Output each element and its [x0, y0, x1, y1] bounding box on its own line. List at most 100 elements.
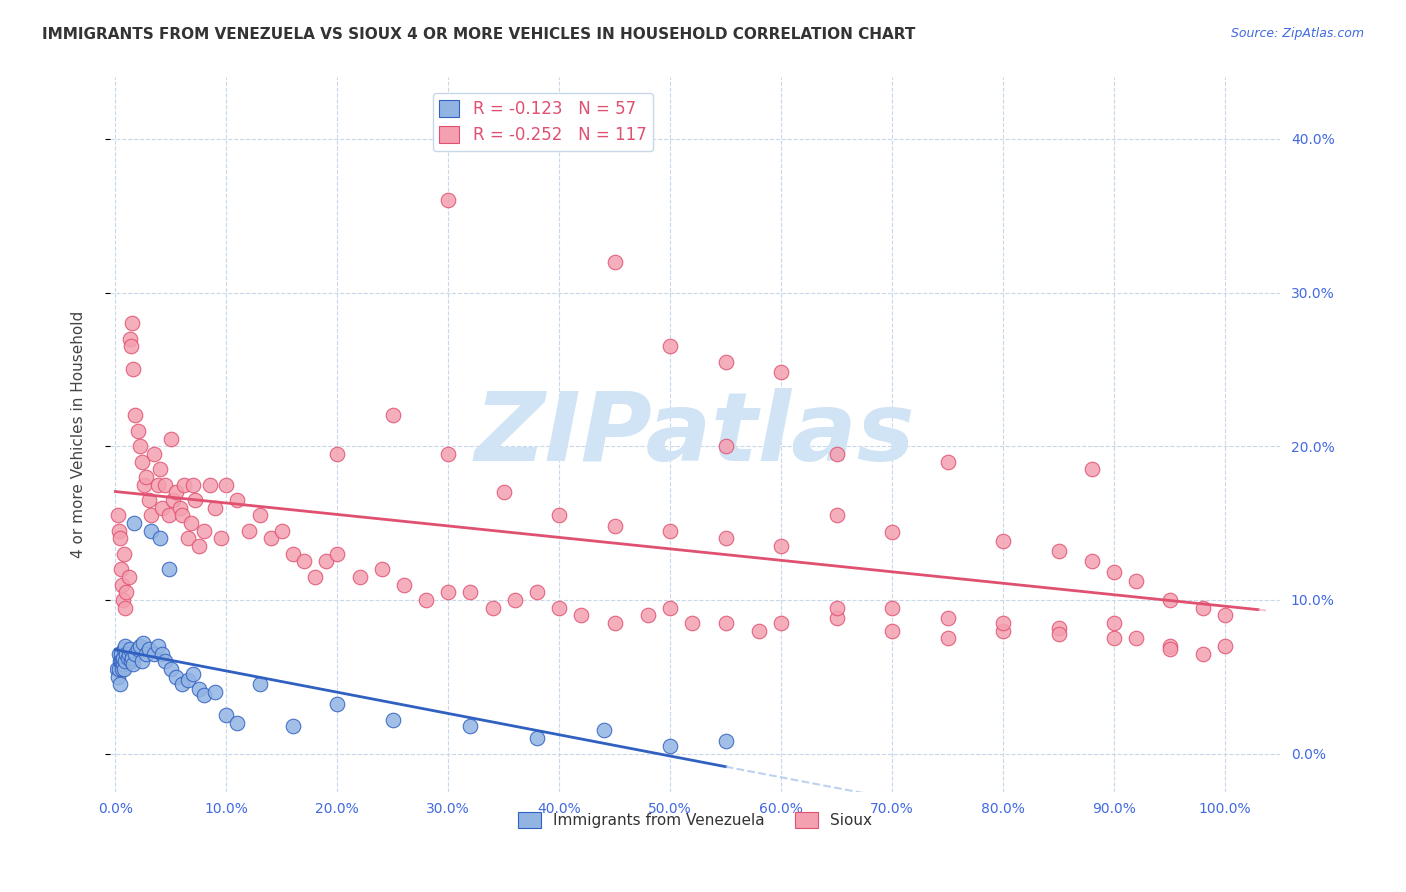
Point [437, 194, 460, 208]
Point [381, 409, 404, 423]
Point [111, 577, 134, 591]
Point [114, 600, 136, 615]
Point [714, 439, 737, 453]
Point [882, 525, 904, 540]
Point [176, 673, 198, 687]
Point [281, 719, 304, 733]
Point [392, 577, 415, 591]
Point [112, 651, 135, 665]
Point [936, 632, 959, 646]
Point [249, 508, 271, 523]
Point [107, 670, 129, 684]
Point [936, 454, 959, 468]
Point [548, 508, 571, 523]
Point [603, 519, 626, 533]
Point [157, 508, 180, 523]
Point [128, 639, 150, 653]
Text: Source: ZipAtlas.com: Source: ZipAtlas.com [1230, 27, 1364, 40]
Point [187, 539, 209, 553]
Point [176, 532, 198, 546]
Point [122, 362, 145, 376]
Point [146, 477, 169, 491]
Point [155, 654, 177, 668]
Point [1191, 647, 1213, 661]
Point [1047, 626, 1070, 640]
Point [1191, 600, 1213, 615]
Point [184, 493, 207, 508]
Point [349, 570, 371, 584]
Point [770, 615, 793, 630]
Point [115, 585, 138, 599]
Point [460, 585, 482, 599]
Point [138, 493, 160, 508]
Point [118, 570, 141, 584]
Point [1047, 543, 1070, 558]
Point [991, 624, 1014, 638]
Point [110, 562, 132, 576]
Point [149, 462, 172, 476]
Point [170, 508, 193, 523]
Point [131, 454, 153, 468]
Point [112, 642, 135, 657]
Point [714, 615, 737, 630]
Point [124, 647, 146, 661]
Point [1102, 566, 1125, 580]
Point [714, 532, 737, 546]
Point [748, 624, 770, 638]
Point [127, 642, 149, 657]
Point [204, 500, 226, 515]
Point [503, 593, 526, 607]
Point [118, 647, 141, 661]
Point [1159, 593, 1181, 607]
Point [121, 651, 143, 665]
Point [131, 654, 153, 668]
Point [112, 657, 135, 672]
Point [107, 662, 129, 676]
Point [160, 432, 183, 446]
Point [165, 670, 187, 684]
Point [110, 654, 132, 668]
Point [193, 688, 215, 702]
Point [936, 611, 959, 625]
Point [326, 447, 349, 461]
Point [825, 611, 848, 625]
Text: IMMIGRANTS FROM VENEZUELA VS SIOUX 4 OR MORE VEHICLES IN HOUSEHOLD CORRELATION C: IMMIGRANTS FROM VENEZUELA VS SIOUX 4 OR … [42, 27, 915, 42]
Point [526, 731, 548, 746]
Point [193, 524, 215, 538]
Point [134, 477, 156, 491]
Point [415, 593, 437, 607]
Point [135, 647, 157, 661]
Point [114, 654, 136, 668]
Point [114, 639, 136, 653]
Point [637, 608, 659, 623]
Point [160, 662, 183, 676]
Point [249, 677, 271, 691]
Point [292, 554, 315, 568]
Point [122, 657, 145, 672]
Point [460, 719, 482, 733]
Point [1125, 574, 1147, 589]
Point [112, 547, 135, 561]
Point [155, 477, 177, 491]
Point [825, 447, 848, 461]
Point [115, 647, 138, 661]
Point [681, 615, 703, 630]
Point [1213, 639, 1236, 653]
Point [215, 708, 238, 723]
Point [110, 647, 132, 661]
Point [120, 654, 142, 668]
Point [825, 600, 848, 615]
Point [111, 662, 134, 676]
Point [138, 642, 160, 657]
Point [143, 447, 166, 461]
Point [108, 677, 131, 691]
Point [117, 651, 139, 665]
Point [603, 615, 626, 630]
Point [150, 647, 173, 661]
Point [1081, 462, 1104, 476]
Point [118, 642, 141, 657]
Point [226, 715, 249, 730]
Point [326, 547, 349, 561]
Point [108, 532, 131, 546]
Point [281, 547, 304, 561]
